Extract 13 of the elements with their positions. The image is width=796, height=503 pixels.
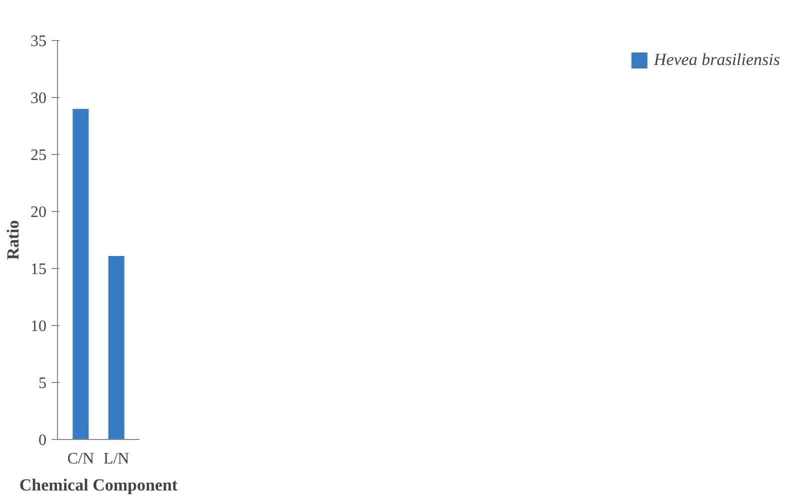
x-tick-label: C/N	[67, 450, 94, 468]
x-axis-title: Chemical Component	[19, 476, 178, 494]
legend-label: Hevea brasiliensis	[654, 50, 780, 70]
y-tick-label: 25	[30, 147, 46, 164]
y-tick-label: 10	[30, 318, 46, 335]
y-tick-label: 0	[38, 432, 46, 449]
y-tick-label: 15	[30, 261, 46, 278]
y-tick-label: 5	[38, 375, 46, 392]
y-tick-label: 30	[30, 90, 46, 107]
y-axis-title: Ratio	[4, 220, 22, 260]
y-tick-label: 35	[30, 33, 46, 50]
y-tick-label: 20	[30, 204, 46, 221]
x-tick-label: L/N	[103, 450, 130, 468]
